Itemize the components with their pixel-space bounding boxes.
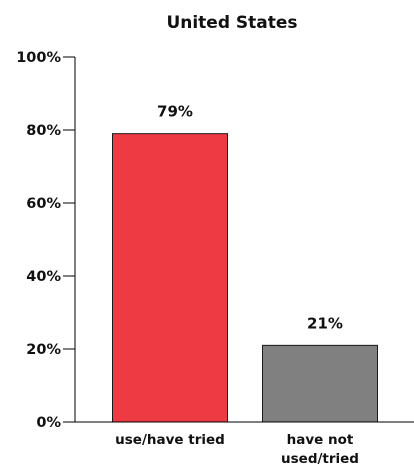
y-tick-label: 40% [26, 269, 61, 285]
y-tick-label: 20% [26, 342, 61, 358]
x-axis: use/have tried have not used/tried [75, 421, 414, 467]
category-label: have not [287, 432, 354, 448]
y-axis: 0% 20% 40% 60% 80% 100% [16, 50, 76, 431]
bar [112, 133, 228, 423]
data-label: 79% [157, 103, 193, 121]
category-label: use/have tried [115, 432, 225, 448]
y-tick-label: 80% [26, 123, 61, 139]
y-tick-label: 100% [16, 50, 61, 66]
category-label: used/tried [281, 451, 359, 467]
data-label: 21% [307, 314, 343, 332]
chart-title: United States [166, 13, 297, 33]
y-tick-label: 60% [26, 196, 61, 212]
y-tick-label: 0% [36, 415, 61, 431]
bar [262, 344, 378, 423]
bars: 79% 21% [112, 103, 378, 423]
